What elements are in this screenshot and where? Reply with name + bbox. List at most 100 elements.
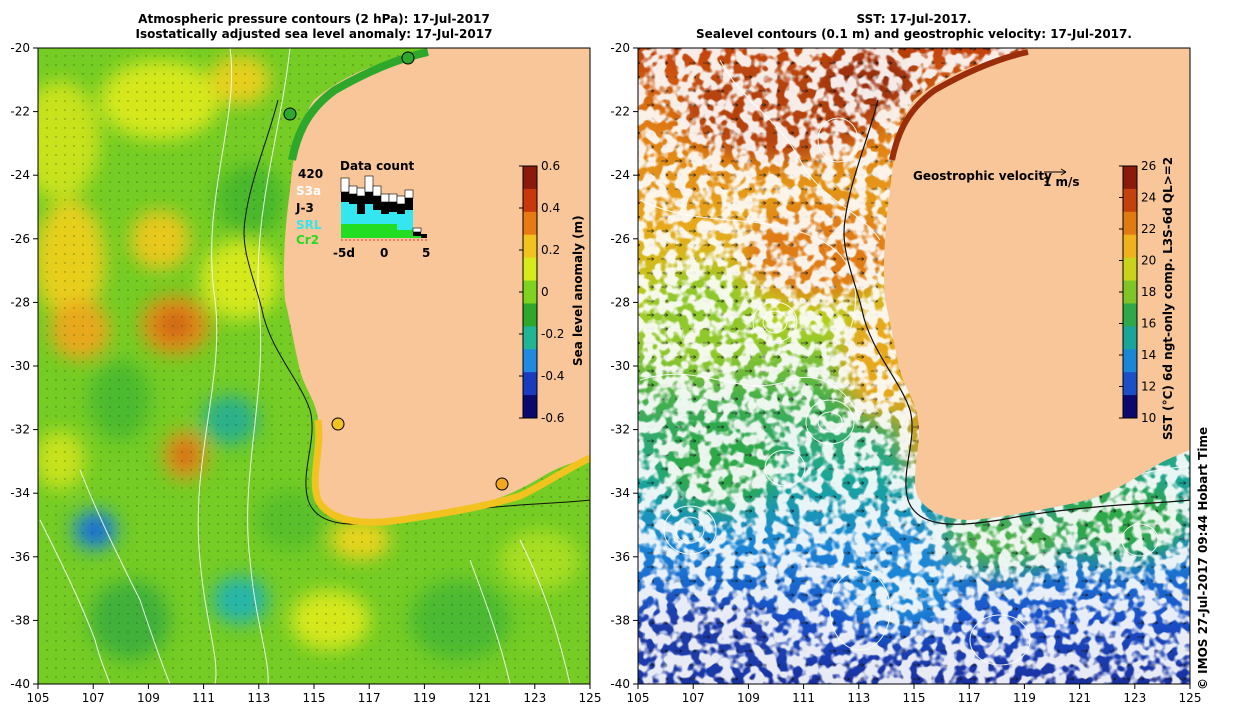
colorbar-bin <box>1123 211 1137 236</box>
imos-credit: © IMOS 27-Jul-2017 09:44 Hobart Time <box>1196 426 1210 690</box>
colorbar-tick-label: 10 <box>1141 411 1156 425</box>
right-title-line2: Sealevel contours (0.1 m) and geostrophi… <box>696 27 1132 41</box>
sea-level-map: Data count 420 S3a J-3 SRL Cr2 <box>10 41 602 705</box>
latitude-label: -36 <box>10 550 30 564</box>
tide-gauge-marker[interactable] <box>495 477 509 491</box>
colorbar-bin <box>1123 188 1137 213</box>
longitude-label: 125 <box>579 691 602 705</box>
colorbar-bin <box>1123 349 1137 373</box>
left-title-line1: Atmospheric pressure contours (2 hPa): 1… <box>138 12 490 26</box>
colorbar-bin <box>523 372 537 396</box>
sla-colorbar: 0.6 0.4 0.2 0 -0.2 -0.4 -0.6 Sea level anomaly… <box>519 159 585 425</box>
longitude-label: 107 <box>682 691 705 705</box>
latitude-label: -40 <box>610 677 630 691</box>
latitude-label: -36 <box>610 550 630 564</box>
colorbar-bin <box>523 166 537 190</box>
colorbar-tick-label: 0.4 <box>541 201 560 215</box>
colorbar-tick-label: 24 <box>1141 191 1156 205</box>
sla-colorbar-ticks: 0.6 0.4 0.2 0 -0.2 -0.4 -0.6 <box>519 159 564 425</box>
sst-colorbar-label: SST (°C) 6d ngt-only comp. L3S-6d QL>=2 <box>1161 157 1175 440</box>
colorbar-bin <box>523 326 537 350</box>
left-y-axis: -20 -22 -24 -26 -28 -30 -32 -34 -36 -38 -40 <box>10 41 38 691</box>
colorbar-tick-label: 18 <box>1141 285 1156 299</box>
data-count-tick-zero: 0 <box>380 246 388 260</box>
colorbar-tick-label: 20 <box>1141 254 1156 268</box>
right-y-axis: -20 -22 -24 -26 -28 -30 -32 -34 -36 -38 -40 <box>610 41 638 691</box>
latitude-label: -26 <box>10 232 30 246</box>
australia-land <box>883 48 1190 520</box>
longitude-label: 113 <box>847 691 870 705</box>
longitude-label: 121 <box>468 691 491 705</box>
longitude-label: 115 <box>303 691 326 705</box>
tide-gauge-marker[interactable] <box>401 51 415 65</box>
colorbar-bin <box>1123 234 1137 259</box>
latitude-label: -22 <box>10 105 30 119</box>
colorbar-bin <box>523 188 537 213</box>
colorbar-tick-label: 22 <box>1141 222 1156 236</box>
longitude-label: 123 <box>523 691 546 705</box>
colorbar-tick-label: 26 <box>1141 159 1156 173</box>
data-count-inset: Data count 420 S3a J-3 SRL Cr2 <box>295 159 430 260</box>
latitude-label: -40 <box>10 677 30 691</box>
longitude-label: 115 <box>903 691 926 705</box>
data-count-bars <box>340 175 427 241</box>
longitude-label: 119 <box>1013 691 1036 705</box>
left-x-axis: 105 107 109 111 113 115 117 119 121 123 125 <box>27 684 602 705</box>
longitude-label: 121 <box>1068 691 1091 705</box>
data-count-max: 420 <box>298 167 323 181</box>
colorbar-bin <box>523 280 537 304</box>
latitude-label: -30 <box>610 359 630 373</box>
left-title-line2: Isostatically adjusted sea level anomaly… <box>135 27 493 41</box>
sst-colorbar-ticks: 26 24 22 20 18 16 14 12 10 <box>1119 159 1156 425</box>
data-count-title: Data count <box>340 159 415 173</box>
latitude-label: -20 <box>10 41 30 55</box>
longitude-label: 123 <box>1123 691 1146 705</box>
colorbar-tick-label: 16 <box>1141 317 1156 331</box>
latitude-label: -30 <box>10 359 30 373</box>
longitude-label: 111 <box>192 691 215 705</box>
latitude-label: -22 <box>610 105 630 119</box>
latitude-label: -38 <box>610 613 630 627</box>
colorbar-bin <box>1123 166 1137 190</box>
sst-colorbar: 26 24 22 20 18 16 14 12 10 SST (°C) 6d ngt-only … <box>1119 157 1175 440</box>
latitude-label: -38 <box>10 613 30 627</box>
right-title: SST: 17-Jul-2017. Sealevel contours (0.1… <box>638 12 1190 42</box>
right-title-line1: SST: 17-Jul-2017. <box>856 12 972 26</box>
data-count-tick-end: 5 <box>422 246 430 260</box>
mission-label-s3a: S3a <box>296 184 321 198</box>
right-x-axis: 105 107 109 111 113 115 117 119 121 123 125 <box>627 684 1201 705</box>
mission-label-j3: J-3 <box>295 201 314 215</box>
longitude-label: 109 <box>137 691 160 705</box>
australia-land <box>283 48 590 522</box>
colorbar-bin <box>1123 326 1137 350</box>
colorbar-tick-label: -0.4 <box>541 369 564 383</box>
tide-gauge-marker[interactable] <box>283 107 297 121</box>
shelf-contour <box>243 99 590 525</box>
sst-map: Geostrophic velocity 1 m/s 26 24 22 20 18 16 1… <box>610 41 1201 705</box>
colorbar-tick-label: -0.2 <box>541 327 564 341</box>
latitude-label: -26 <box>610 232 630 246</box>
latitude-label: -24 <box>10 168 30 182</box>
longitude-label: 117 <box>358 691 381 705</box>
pressure-contours <box>39 48 571 684</box>
colorbar-tick-label: 12 <box>1141 380 1156 394</box>
latitude-label: -32 <box>10 423 30 437</box>
latitude-label: -34 <box>610 486 630 500</box>
longitude-label: 109 <box>737 691 760 705</box>
colorbar-bin <box>523 257 537 282</box>
colorbar-bin <box>523 395 537 419</box>
colorbar-bin <box>1123 280 1137 304</box>
mission-label-cr2: Cr2 <box>296 233 319 247</box>
longitude-label: 119 <box>413 691 436 705</box>
left-title: Atmospheric pressure contours (2 hPa): 1… <box>38 12 590 42</box>
velocity-legend-label: Geostrophic velocity <box>913 169 1052 183</box>
data-count-tick-start: -5d <box>333 246 355 260</box>
coastal-strip-south <box>311 419 590 526</box>
velocity-legend: Geostrophic velocity 1 m/s <box>913 168 1080 189</box>
longitude-label: 105 <box>27 691 50 705</box>
tide-gauge-marker[interactable] <box>331 417 345 431</box>
latitude-label: -28 <box>610 295 630 309</box>
colorbar-bin <box>523 234 537 259</box>
colorbar-bin <box>523 211 537 236</box>
longitude-label: 107 <box>82 691 105 705</box>
